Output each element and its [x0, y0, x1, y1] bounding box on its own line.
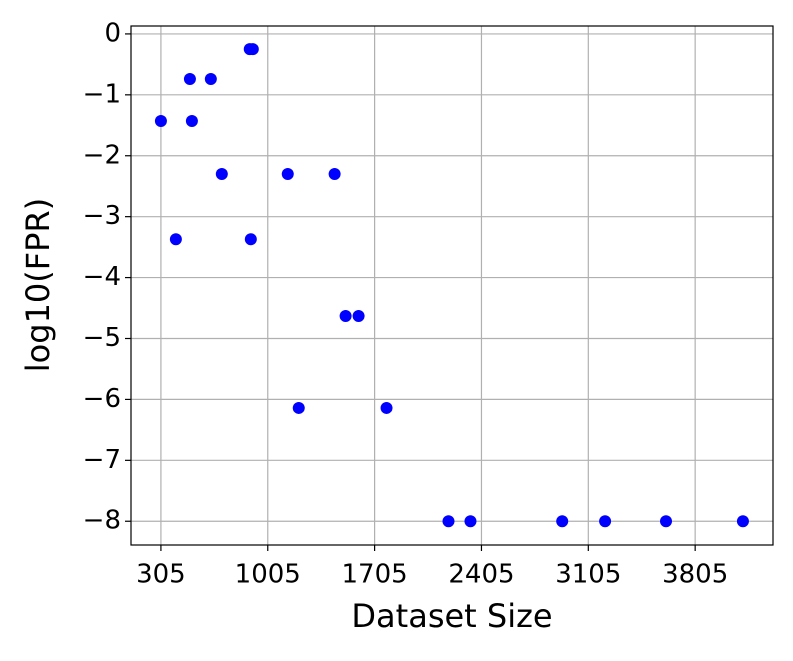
- y-tick-label: −8: [83, 506, 121, 536]
- point: [339, 309, 352, 322]
- point: [169, 233, 182, 246]
- x-tick-label: 3805: [662, 560, 728, 590]
- y-tick-label: −7: [83, 445, 121, 475]
- y-tick-label: −2: [83, 140, 121, 170]
- y-tick-label: −4: [83, 262, 121, 292]
- point: [183, 72, 196, 85]
- point: [215, 168, 228, 181]
- point: [154, 115, 167, 128]
- point: [736, 515, 749, 528]
- point: [556, 515, 569, 528]
- y-tick-label: 0: [104, 18, 121, 48]
- y-tick-label: −5: [83, 323, 121, 353]
- point: [246, 43, 259, 56]
- point: [599, 515, 612, 528]
- x-tick-label: 1705: [342, 560, 408, 590]
- x-tick-label: 3105: [555, 560, 621, 590]
- point: [380, 401, 393, 414]
- point: [328, 168, 341, 181]
- x-tick-label: 1005: [235, 560, 301, 590]
- plot-frame: [130, 25, 774, 546]
- y-tick-label: −3: [83, 201, 121, 231]
- x-tick-label: 305: [136, 560, 186, 590]
- point: [185, 115, 198, 128]
- point: [204, 72, 217, 85]
- point: [281, 168, 294, 181]
- y-axis-title: log10(FPR): [19, 198, 57, 372]
- point: [442, 515, 455, 528]
- point: [660, 515, 672, 528]
- point: [352, 309, 365, 322]
- x-axis-title: Dataset Size: [351, 597, 552, 635]
- y-tick-label: −6: [83, 384, 121, 414]
- point: [292, 401, 305, 414]
- y-tick-label: −1: [83, 79, 121, 109]
- point: [464, 515, 477, 528]
- x-tick-label: 2405: [448, 560, 514, 590]
- point: [244, 233, 257, 246]
